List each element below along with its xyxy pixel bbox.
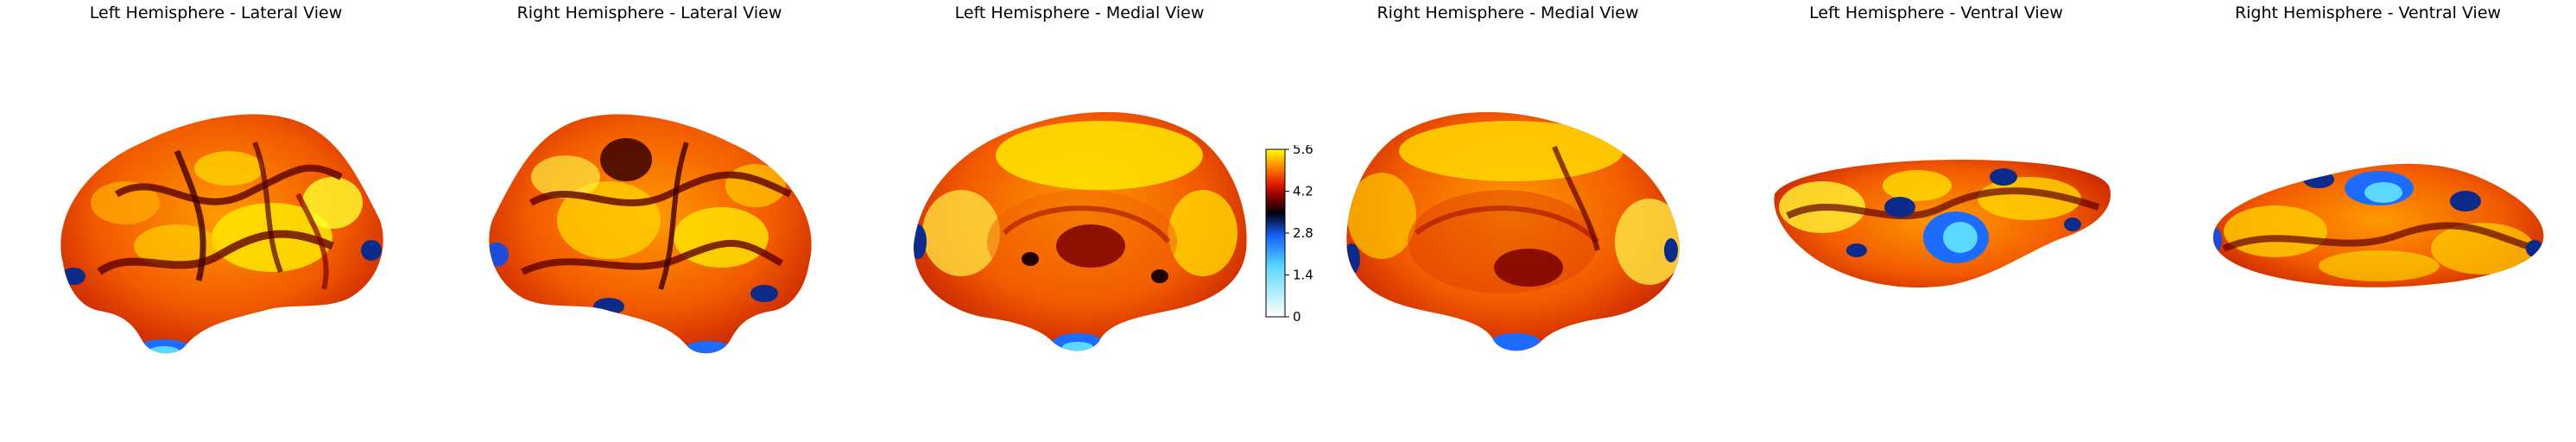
colorbar-tick-label: 5.6 [1293,145,1313,157]
colorbar-tick-label: 2.8 [1293,225,1313,241]
panel-title-left-medial: Left Hemisphere - Medial View [954,3,1205,22]
colorbar: 5.6 4.2 2.8 1.4 0 [1265,145,1313,325]
colorbar-gradient [1265,148,1286,318]
brain-left-lateral-surface [60,114,383,354]
brain-right-ventral-surface [2212,163,2544,287]
panel-title-right-medial: Right Hemisphere - Medial View [1377,3,1639,22]
colorbar-tick-label: 0 [1293,309,1301,325]
brain-left-ventral-surface [1774,160,2111,288]
panel-title-right-ventral: Right Hemisphere - Ventral View [2234,3,2502,22]
colorbar-tick-label: 1.4 [1293,268,1313,283]
brain-right-lateral-surface [489,114,812,354]
colorbar-tick-label: 4.2 [1293,184,1313,199]
panel-title-left-ventral: Left Hemisphere - Ventral View [1809,3,2063,22]
panel-title-right-lateral: Right Hemisphere - Lateral View [516,3,782,22]
brain-right-medial-surface [1346,111,1680,351]
brain-left-medial-surface [914,111,1247,351]
panel-title-left-lateral: Left Hemisphere - Lateral View [89,3,343,22]
